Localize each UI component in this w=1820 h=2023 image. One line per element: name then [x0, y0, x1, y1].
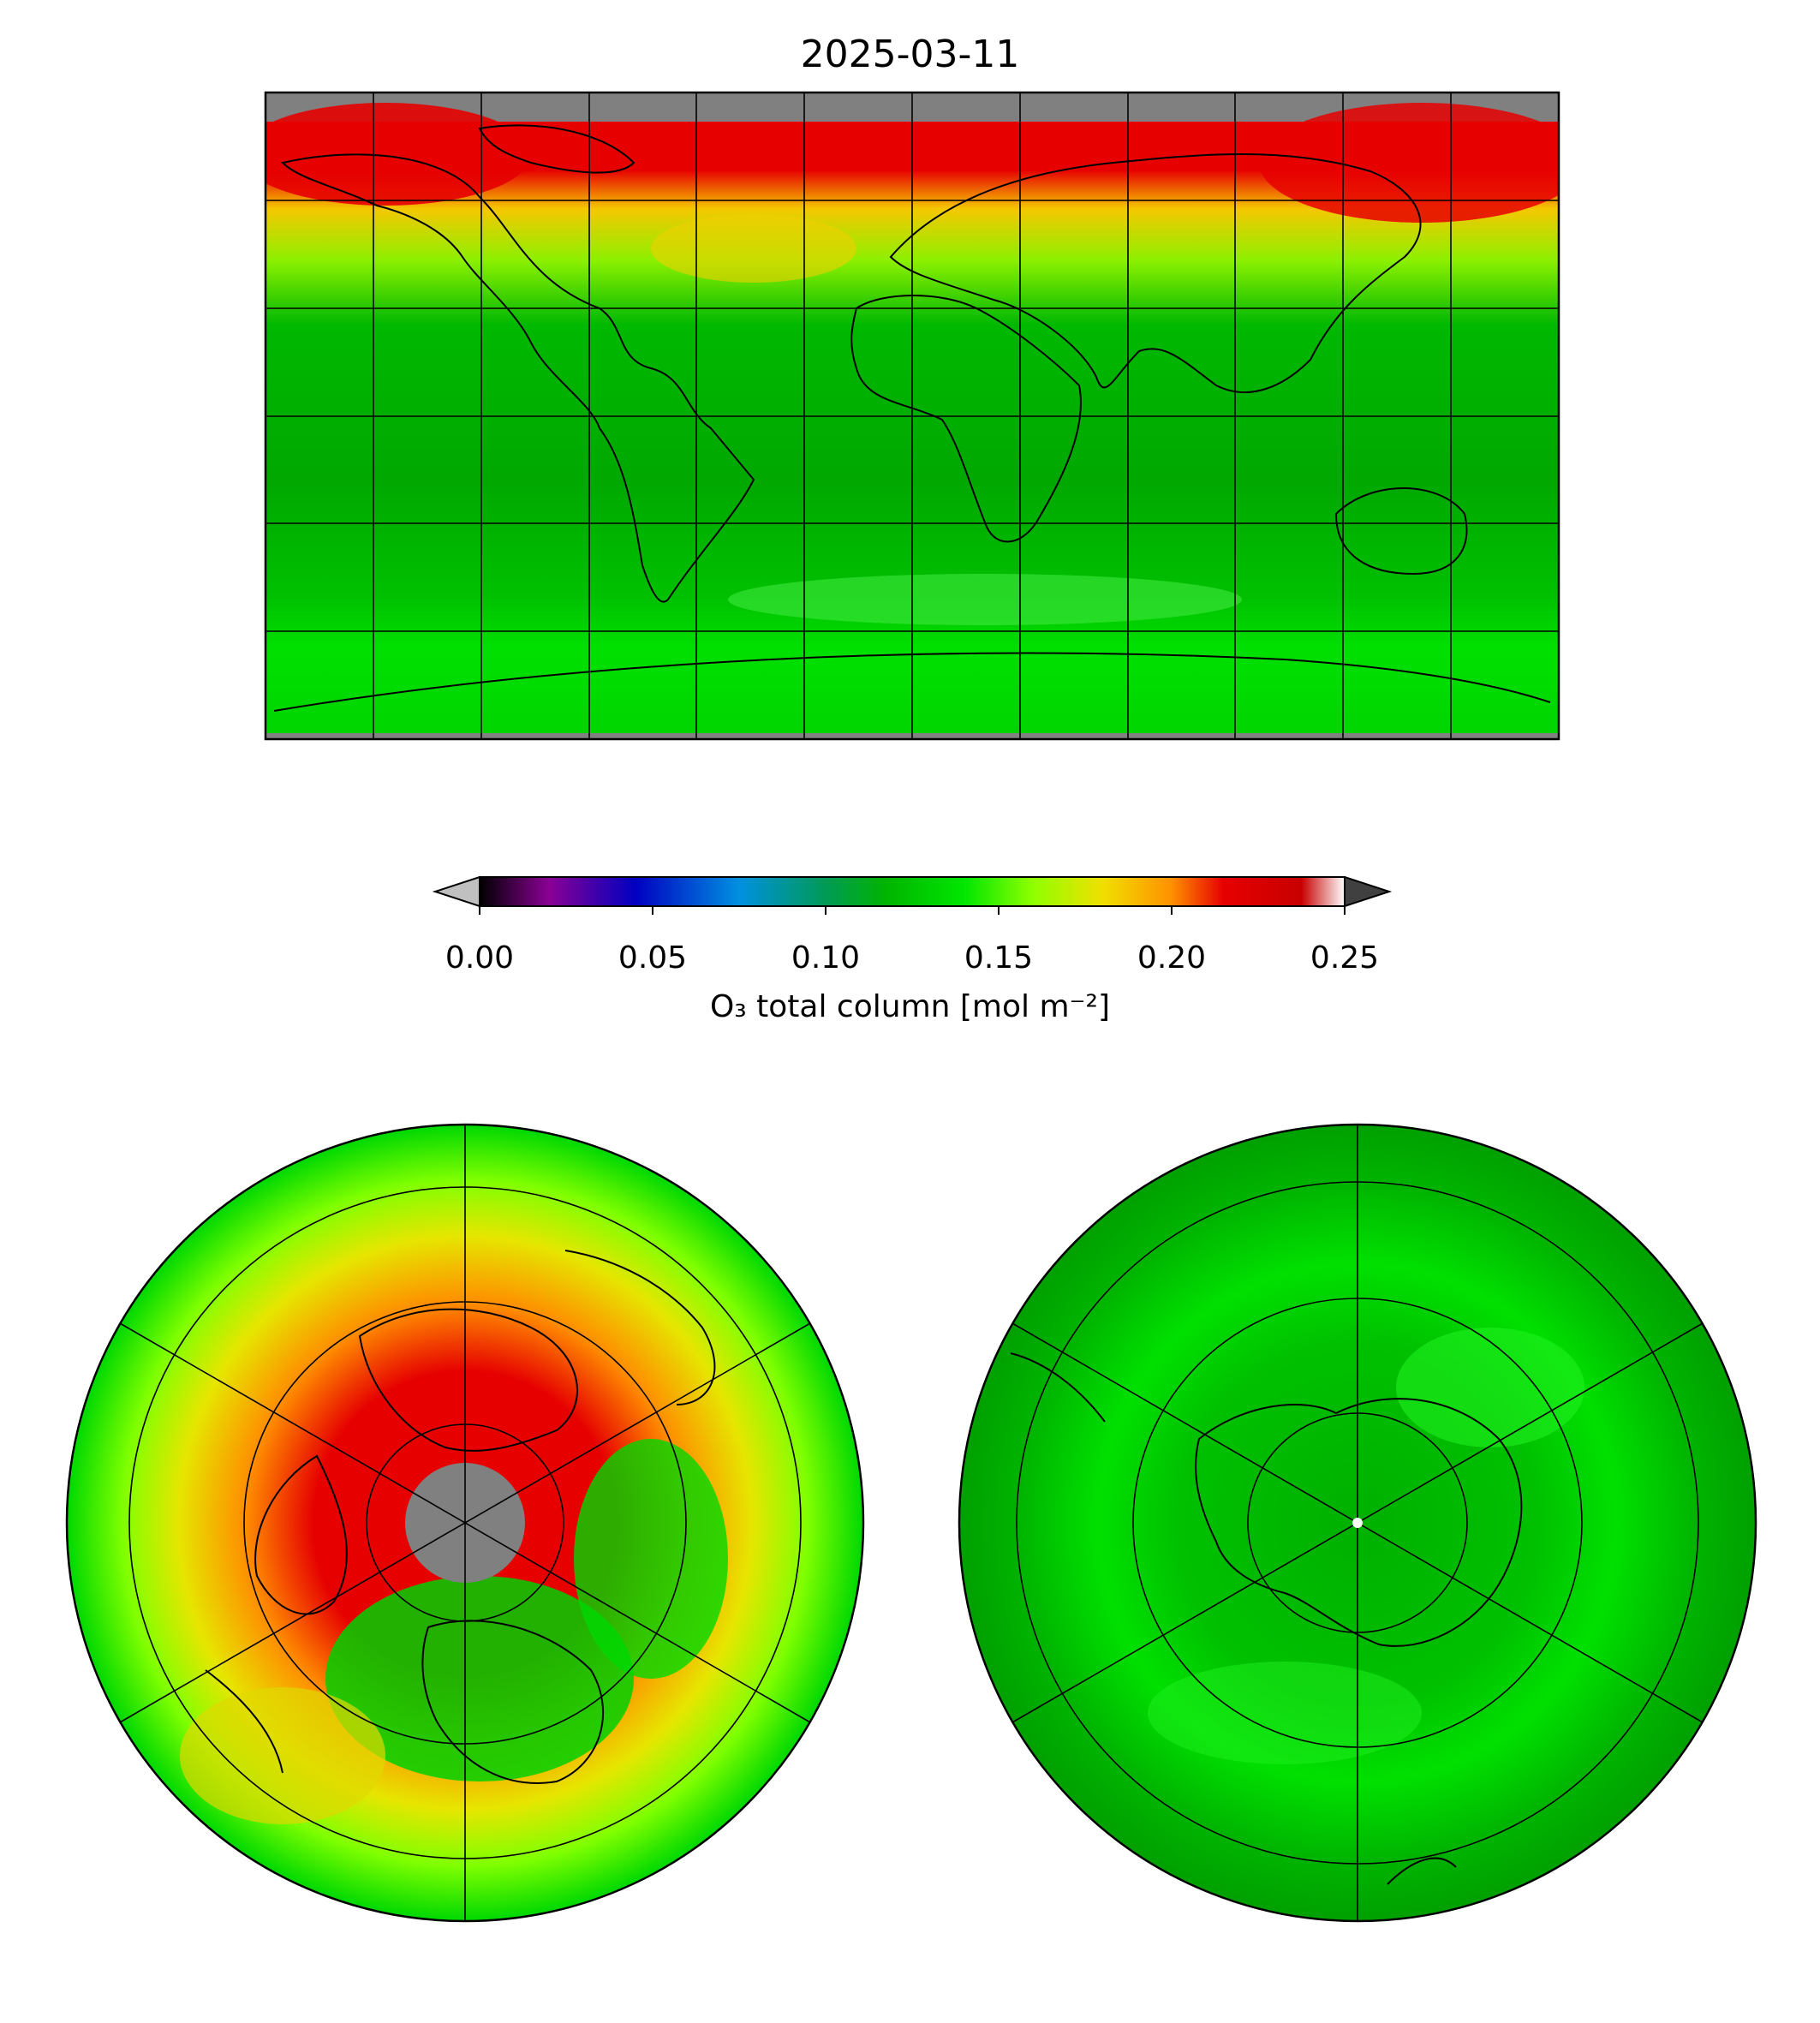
- colorbar-tick-label: 0.00: [445, 940, 515, 976]
- colorbar-tick-label: 0.05: [618, 940, 688, 976]
- graticule: [119, 1125, 811, 1921]
- colorbar: [432, 875, 1393, 915]
- global-map-frame: [264, 91, 1560, 741]
- colorbar-label: O₃ total column [mol m⁻²]: [709, 989, 1111, 1024]
- coastlines: [205, 1250, 716, 1784]
- global-map: [264, 91, 1560, 741]
- colorbar-under-extension: [432, 875, 480, 908]
- south-polar-frame: [958, 1123, 1757, 1923]
- low-ozone-region: [574, 1439, 728, 1679]
- south-polar-map: [958, 1123, 1757, 1923]
- colorbar-tick-label: 0.10: [791, 940, 861, 976]
- colorbar-tick-label: 0.25: [1310, 940, 1380, 976]
- ozone-band: [1396, 1328, 1584, 1447]
- figure-title: 2025-03-11: [800, 33, 1020, 76]
- colorbar-gradient: [479, 876, 1346, 907]
- ozone-band: [1148, 1662, 1422, 1764]
- south-polar-features: [1010, 1125, 1704, 1921]
- colorbar-tick-label: 0.20: [1137, 940, 1207, 976]
- colorbar-tick-label: 0.15: [964, 940, 1034, 976]
- medium-ozone-region: [651, 214, 856, 283]
- global-map-features: [266, 92, 1559, 739]
- high-ozone-region: [1259, 103, 1559, 223]
- north-polar-frame: [65, 1123, 865, 1923]
- coastlines: [273, 124, 1551, 712]
- medium-ozone-region: [180, 1687, 385, 1824]
- colorbar-ticks: [479, 906, 1346, 915]
- pole-marker: [1352, 1518, 1363, 1528]
- coastlines: [1010, 1352, 1523, 1885]
- high-ozone-region: [266, 103, 531, 206]
- ozone-band: [728, 574, 1242, 625]
- graticule: [266, 92, 1559, 739]
- colorbar-over-extension: [1344, 875, 1393, 908]
- north-polar-features: [119, 1125, 811, 1921]
- north-polar-map: [65, 1123, 865, 1923]
- low-ozone-region: [325, 1576, 634, 1781]
